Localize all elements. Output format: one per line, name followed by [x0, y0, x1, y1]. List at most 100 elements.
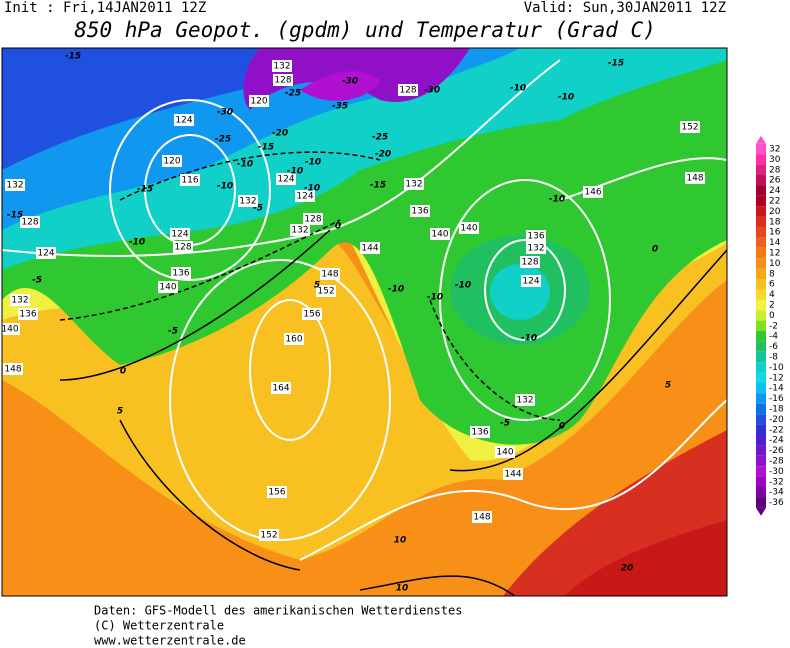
- geopotential-label: 144: [504, 470, 521, 480]
- label-box: [680, 121, 700, 133]
- colorbar-label: 4: [769, 290, 775, 300]
- colorbar-label: -28: [769, 457, 784, 467]
- temperature-label: 0: [335, 222, 341, 232]
- geopotential-label: 140: [460, 224, 477, 234]
- colorbar: 32302826242220181614121086420-2-4-6-8-10…: [756, 135, 784, 516]
- colorbar-swatch: [756, 476, 766, 487]
- colorbar-label: -22: [769, 425, 784, 435]
- colorbar-swatch: [756, 237, 766, 248]
- label-box: [5, 179, 25, 191]
- label-box: [20, 216, 40, 228]
- temperature-label: -10: [305, 158, 321, 168]
- geopotential-label: 132: [6, 181, 23, 191]
- colorbar-label: 16: [769, 228, 781, 238]
- colorbar-label: 26: [769, 176, 781, 186]
- geopotential-label: 136: [411, 207, 428, 217]
- colorbar-label: 14: [769, 238, 781, 248]
- label-box: [238, 195, 258, 207]
- temperature-label: -30: [217, 108, 233, 118]
- temperature-label: -10: [549, 195, 565, 205]
- colorbar-label: 18: [769, 217, 781, 227]
- label-box: [290, 224, 310, 236]
- geopotential-label: 136: [527, 232, 544, 242]
- label-box: [302, 308, 322, 320]
- geopotential-label: 152: [317, 287, 334, 297]
- colorbar-swatch: [756, 185, 766, 196]
- label-box: [410, 205, 430, 217]
- colorbar-swatch: [756, 164, 766, 175]
- colorbar-label: -30: [769, 467, 784, 477]
- colorbar-swatch: [756, 424, 766, 435]
- geopotential-label: 136: [172, 269, 189, 279]
- geopotential-label: 136: [471, 428, 488, 438]
- label-box: [316, 285, 336, 297]
- geopotential-label: 128: [399, 86, 416, 96]
- label-box: [503, 468, 523, 480]
- footer-line: www.wetterzentrale.de: [94, 634, 246, 648]
- label-box: [272, 60, 292, 72]
- label-box: [2, 323, 20, 335]
- label-box: [470, 426, 490, 438]
- geopotential-label: 124: [171, 230, 188, 240]
- colorbar-label: 10: [769, 259, 781, 269]
- colorbar-label: -6: [769, 342, 778, 352]
- geopotential-label: 156: [303, 310, 320, 320]
- geopotential-label: 120: [163, 157, 180, 167]
- temperature-labels: -15-30-30-35-25-25-30-20-15-10-10-10-10-…: [7, 52, 671, 594]
- temperature-label: -25: [372, 133, 388, 143]
- label-box: [320, 268, 340, 280]
- temperature-label: -5: [500, 419, 510, 429]
- temperature-label: -10: [129, 238, 145, 248]
- geopotential-label: 128: [521, 258, 538, 268]
- colorbar-label: -8: [769, 353, 778, 363]
- geopotential-label: 124: [175, 116, 192, 126]
- geopotential-label: 164: [272, 384, 289, 394]
- colorbar-swatch: [756, 403, 766, 415]
- colorbar-label: 6: [769, 280, 775, 290]
- colorbar-swatch: [756, 279, 766, 290]
- label-box: [685, 172, 705, 184]
- label-box: [249, 95, 269, 107]
- temperature-label: -10: [304, 184, 320, 194]
- footer-line: Daten: GFS-Modell des amerikanischen Wet…: [94, 604, 462, 618]
- geopotential-label: 124: [277, 175, 294, 185]
- geopotential-label: 132: [11, 296, 28, 306]
- colorbar-label: -18: [769, 405, 784, 415]
- temperature-label: -35: [332, 102, 348, 112]
- temperature-label: -5: [32, 276, 42, 286]
- geopotential-label: 148: [321, 270, 338, 280]
- geopotential-label: 128: [174, 243, 191, 253]
- colorbar-label: 30: [769, 155, 781, 165]
- geopotential-label: 128: [21, 218, 38, 228]
- geopotential-label: 148: [473, 513, 490, 523]
- colorbar-label: 12: [769, 249, 780, 259]
- temperature-label: -10: [521, 334, 537, 344]
- temperature-label: -10: [217, 182, 233, 192]
- temperature-label: -10: [388, 285, 404, 295]
- colorbar-label: -4: [769, 332, 778, 342]
- label-box: [284, 333, 304, 345]
- geopotential-label: 124: [522, 277, 539, 287]
- colorbar-swatch: [756, 154, 766, 165]
- colorbar-label: 2: [769, 301, 775, 311]
- temperature-label: 5: [117, 407, 123, 417]
- geopotential-label: 152: [260, 531, 277, 541]
- valid-time: Valid: Sun,30JAN2011 12Z: [524, 0, 726, 16]
- temperature-label: -20: [375, 150, 391, 160]
- temperature-label: 0: [559, 422, 565, 432]
- geopotential-label: 120: [250, 97, 267, 107]
- colorbar-swatch: [756, 383, 766, 394]
- colorbar-swatch: [756, 331, 766, 342]
- temperature-label: 0: [652, 245, 658, 255]
- colorbar-swatch: [756, 227, 766, 238]
- label-box: [36, 247, 56, 259]
- label-box: [18, 308, 38, 320]
- colorbar-swatch: [756, 195, 766, 207]
- temperature-label: -30: [342, 77, 358, 87]
- geopotential-label: 132: [516, 396, 533, 406]
- colorbar-label: 0: [769, 311, 775, 321]
- temperature-label: -25: [285, 89, 301, 99]
- temperature-label: -10: [237, 160, 253, 170]
- colorbar-swatch: [756, 247, 766, 259]
